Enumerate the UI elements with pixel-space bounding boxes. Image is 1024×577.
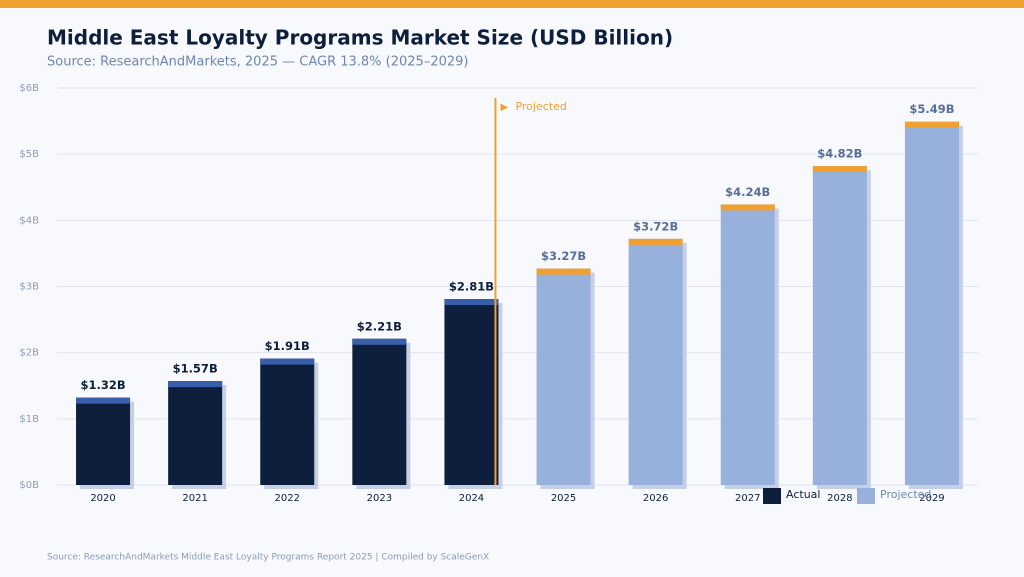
bar-cap: [536, 268, 591, 275]
bar: [352, 338, 407, 485]
y-tick-label: $5B: [19, 149, 39, 160]
value-label: $5.49B: [909, 102, 954, 116]
annotation-arrow: ▶: [500, 102, 508, 113]
x-tick-label: 2024: [459, 493, 484, 504]
value-label: $1.91B: [265, 339, 310, 353]
bar: [628, 238, 683, 485]
source-note: Source: ResearchAndMarkets Middle East L…: [47, 553, 489, 563]
x-tick-label: 2022: [275, 493, 300, 504]
legend-label: Actual: [786, 488, 820, 501]
y-tick-label: $2B: [19, 348, 39, 359]
x-tick-label: 2026: [643, 493, 668, 504]
bar: [76, 397, 131, 485]
value-label: $3.27B: [541, 249, 586, 263]
x-tick-label: 2029: [919, 493, 944, 504]
bar-cap: [260, 358, 315, 365]
bar: [904, 121, 959, 486]
bar-cap: [168, 381, 223, 388]
chart-title: Middle East Loyalty Programs Market Size…: [47, 26, 673, 50]
x-tick-label: 2021: [182, 493, 207, 504]
bar: [444, 299, 499, 485]
value-label: $2.21B: [357, 319, 402, 333]
bar-cap: [812, 166, 867, 173]
y-tick-label: $6B: [19, 83, 39, 94]
value-label: $1.57B: [173, 362, 218, 376]
bar: [168, 381, 223, 485]
y-tick-label: $0B: [19, 480, 39, 491]
bar: [720, 204, 775, 485]
y-tick-label: $1B: [19, 414, 39, 425]
value-label: $1.32B: [80, 378, 125, 392]
chart-subtitle: Source: ResearchAndMarkets, 2025 — CAGR …: [47, 55, 468, 70]
bar: [260, 358, 315, 485]
bar-cap: [76, 397, 131, 404]
value-label: $4.24B: [725, 185, 770, 199]
legend-swatch: [763, 488, 781, 504]
legend-swatch: [857, 488, 875, 504]
bar-cap: [444, 299, 499, 306]
bar-cap: [352, 338, 407, 345]
bar-cap: [628, 238, 683, 245]
value-label: $2.81B: [449, 280, 494, 294]
top-stripe: [0, 0, 1024, 8]
value-label: $4.82B: [817, 147, 862, 161]
bar-cap: [904, 121, 959, 128]
bar-cap: [720, 204, 775, 211]
bar: [536, 268, 591, 485]
x-tick-label: 2028: [827, 493, 852, 504]
bar: [812, 166, 867, 485]
annotation: Projected: [515, 100, 566, 113]
legend-label: Projected: [880, 488, 931, 501]
x-tick-label: 2027: [735, 493, 760, 504]
x-tick-label: 2020: [90, 493, 115, 504]
value-label: $3.72B: [633, 219, 678, 233]
y-tick-label: $4B: [19, 215, 39, 226]
x-tick-label: 2025: [551, 493, 576, 504]
y-tick-label: $3B: [19, 282, 39, 293]
x-tick-label: 2023: [367, 493, 392, 504]
